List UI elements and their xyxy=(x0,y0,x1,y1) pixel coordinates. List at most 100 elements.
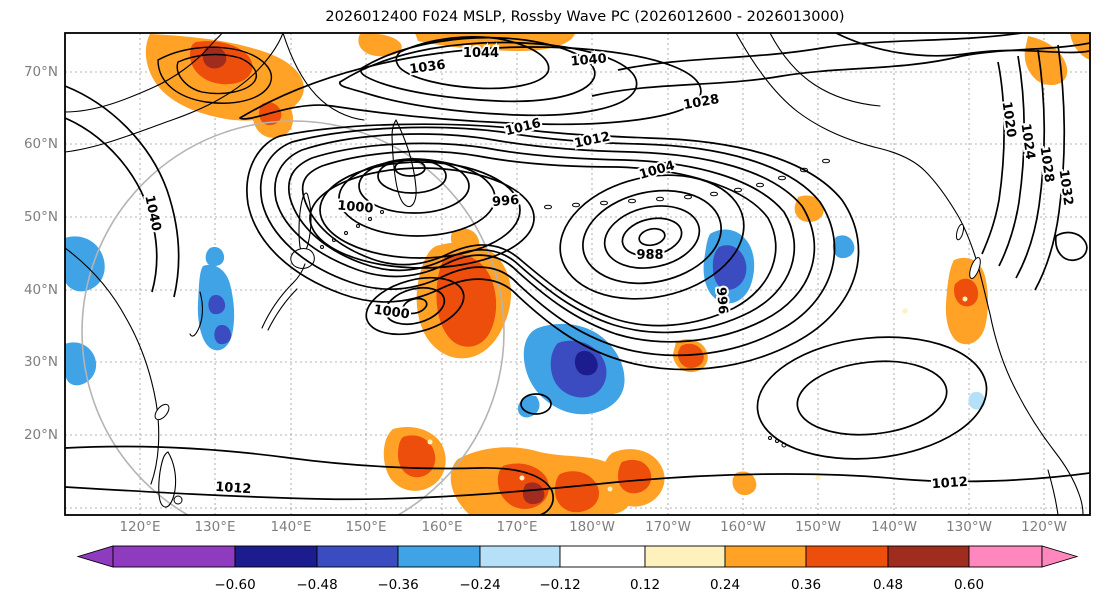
lon-tick-label: 130°E xyxy=(194,519,235,535)
anomaly-blob xyxy=(794,195,824,222)
contour-line xyxy=(246,123,860,371)
anomaly-dot xyxy=(607,486,613,492)
anomaly-blob xyxy=(732,471,757,496)
coastline-okhotsk xyxy=(282,33,365,121)
anomaly-blob xyxy=(1070,33,1090,60)
contour-line xyxy=(358,158,470,214)
chart-title: 2026012400 F024 MSLP, Rossby Wave PC (20… xyxy=(325,9,844,25)
contour-line xyxy=(998,55,1025,267)
coastline-korea xyxy=(189,291,203,337)
anomaly-blob xyxy=(65,342,97,386)
lon-tick-label: 140°W xyxy=(871,519,917,535)
contour-line xyxy=(339,41,638,117)
coastline-siberia xyxy=(65,33,284,153)
anomaly-core xyxy=(214,324,232,345)
contour-line xyxy=(559,174,745,300)
anomaly-dot xyxy=(962,296,968,302)
contour-label: 1024 xyxy=(1018,123,1038,161)
contour-label: 1000 xyxy=(337,198,374,216)
colorbar-tick-label: −0.24 xyxy=(459,577,500,593)
contour-label: 1012 xyxy=(215,480,252,497)
colorbar-segment xyxy=(644,545,726,568)
lat-tick-label: 50°N xyxy=(24,209,58,225)
contour-label: 996 xyxy=(713,287,730,315)
lat-tick-label: 70°N xyxy=(24,64,58,80)
latitude-axis: 70°N 60°N 50°N 40°N 30°N 20°N xyxy=(24,64,58,443)
anomaly-extreme xyxy=(522,482,545,505)
contour-line xyxy=(796,360,948,436)
anomaly-core xyxy=(436,254,497,347)
colorbar-tick-label: 0.60 xyxy=(954,577,984,593)
anomaly-shading-weak-positive xyxy=(427,296,968,492)
contour-line xyxy=(65,85,180,298)
contour-line xyxy=(157,46,273,104)
secondary-low-rings xyxy=(365,276,465,336)
contour-line xyxy=(259,126,836,357)
coastlines xyxy=(65,33,1084,515)
colorbar-segment xyxy=(316,545,399,568)
kuril-islands xyxy=(320,210,384,249)
anomaly-core xyxy=(677,343,704,368)
colorbar-segment xyxy=(479,545,561,568)
colorbar-segment xyxy=(234,545,318,568)
coastline-bering xyxy=(769,33,881,107)
aleutian-low-rings xyxy=(559,174,745,300)
anomaly-dot xyxy=(519,475,525,481)
contour-line xyxy=(1054,231,1088,262)
anomaly-shading-weak-negative xyxy=(968,391,986,410)
contour-line xyxy=(603,205,701,269)
contour-label: 1044 xyxy=(463,46,499,61)
contour-line xyxy=(65,117,158,293)
coastline-baja xyxy=(1047,469,1059,515)
contour-line xyxy=(65,445,554,515)
contour-label: 1000 xyxy=(373,303,411,323)
anomaly-extreme xyxy=(574,350,598,376)
colorbar-segment xyxy=(112,545,236,568)
contour-line xyxy=(360,36,596,103)
coastline-china xyxy=(65,247,160,485)
coastline-sakhalin xyxy=(298,192,312,252)
anomaly-shading-extreme-positive xyxy=(202,46,545,505)
contour-line xyxy=(1034,44,1065,291)
anomaly-core xyxy=(618,459,652,494)
contour-line xyxy=(1015,49,1045,279)
contour-label: 996 xyxy=(492,193,520,210)
contour-line xyxy=(65,472,1090,501)
lon-tick-label: 150°W xyxy=(795,519,841,535)
lon-tick-label: 170°W xyxy=(645,519,691,535)
anomaly-blob xyxy=(358,33,402,57)
anomaly-core xyxy=(398,435,436,478)
anomaly-dot xyxy=(815,475,821,481)
colorbar-tick-label: 0.36 xyxy=(791,577,821,593)
lon-tick-label: 150°E xyxy=(345,519,386,535)
anomaly-core xyxy=(712,245,747,290)
coastline-philippines xyxy=(158,451,177,508)
longitude-axis: 120°E 130°E 140°E 150°E 160°E 170°E 180°… xyxy=(119,519,1066,535)
contour-line xyxy=(288,142,796,334)
vancouver-island xyxy=(969,257,981,279)
colorbar-segment xyxy=(397,545,481,568)
contour-label: 1028 xyxy=(1037,146,1057,184)
lon-tick-label: 160°W xyxy=(720,519,766,535)
anomaly-dot xyxy=(427,439,433,445)
contour-label: 1040 xyxy=(570,51,607,69)
lon-tick-label: 120°W xyxy=(1021,519,1067,535)
contour-line xyxy=(319,161,521,259)
lat-tick-label: 60°N xyxy=(24,136,58,152)
queen-charlotte-island xyxy=(955,223,965,241)
contour-line xyxy=(638,227,666,247)
lon-tick-label: 160°E xyxy=(421,519,462,535)
plot-frame xyxy=(64,32,1091,516)
lon-tick-label: 180°W xyxy=(569,519,615,535)
colorbar-tick-label: −0.36 xyxy=(377,577,418,593)
anomaly-core xyxy=(555,471,600,513)
contour-line xyxy=(621,217,683,257)
contour-label: 1012 xyxy=(931,475,968,492)
contour-line xyxy=(981,61,1005,255)
colorbar-tick-label: 0.48 xyxy=(873,577,903,593)
coastline-honshu2 xyxy=(267,288,298,331)
contour-line xyxy=(582,189,722,285)
colorbar-tick-label: 0.12 xyxy=(630,577,660,593)
colorbar-tick-label: −0.48 xyxy=(296,577,337,593)
